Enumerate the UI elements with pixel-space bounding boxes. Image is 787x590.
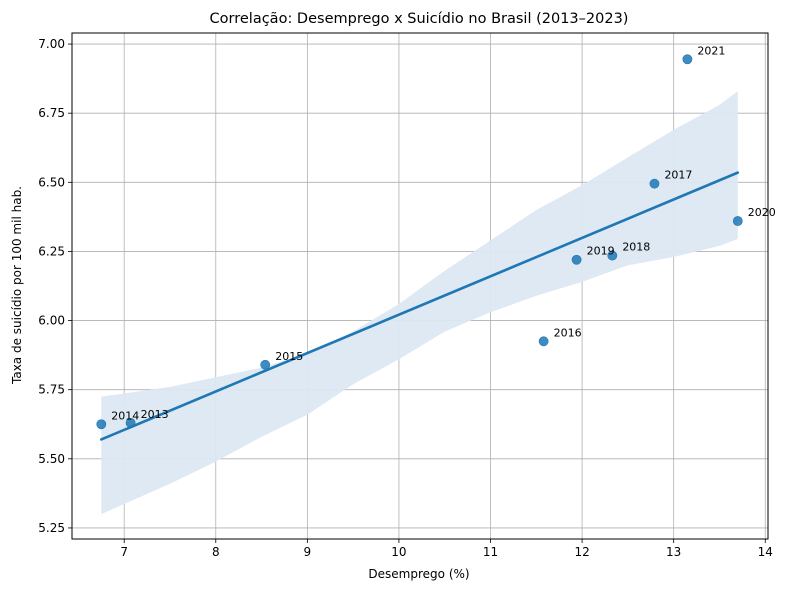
data-point-2018 [607, 250, 618, 261]
data-point-2019 [571, 254, 582, 265]
y-tick-label: 6.25 [38, 244, 65, 258]
data-point-2016 [538, 336, 549, 347]
y-tick-label: 6.50 [38, 175, 65, 189]
data-label-2021: 2021 [697, 44, 725, 57]
data-label-2013: 2013 [141, 408, 169, 421]
chart-title: Correlação: Desemprego x Suicídio no Bra… [210, 11, 629, 27]
data-point-2021 [682, 54, 693, 65]
regression-line-group [100, 171, 740, 441]
x-axis-label: Desemprego (%) [368, 567, 469, 581]
y-tick-label: 6.75 [38, 106, 65, 120]
y-tick-label: 6.00 [38, 314, 65, 328]
data-point-2015 [260, 359, 271, 370]
data-label-2018: 2018 [622, 241, 650, 254]
y-tick-label: 5.50 [38, 452, 65, 466]
data-label-2015: 2015 [275, 350, 303, 363]
confidence-band [101, 91, 738, 515]
plot-area-frame [71, 32, 769, 540]
y-tick-label: 5.75 [38, 383, 65, 397]
data-label-2016: 2016 [554, 326, 582, 339]
x-tick-label: 8 [212, 545, 220, 559]
data-label-2017: 2017 [664, 169, 692, 182]
data-point-2014 [96, 419, 107, 430]
y-axis-label: Taxa de suicídio por 100 mil hab. [10, 186, 24, 385]
data-label-2019: 2019 [587, 245, 615, 258]
y-axis-ticks: 5.25 5.50 5.75 6.00 6.25 6.50 6.75 7.00 [38, 37, 72, 535]
data-point-2013 [125, 417, 136, 428]
data-label-2020: 2020 [748, 206, 776, 219]
confidence-band-group [101, 91, 738, 515]
data-points-group [96, 54, 743, 430]
regression-line [100, 171, 740, 441]
x-tick-label: 12 [574, 545, 589, 559]
y-tick-label: 5.25 [38, 521, 65, 535]
x-tick-label: 13 [666, 545, 681, 559]
x-tick-label: 7 [120, 545, 128, 559]
x-axis-ticks: 7 8 9 10 11 12 13 14 [120, 539, 773, 559]
y-tick-label: 7.00 [38, 37, 65, 51]
data-point-2017 [649, 178, 660, 189]
x-tick-label: 11 [483, 545, 498, 559]
data-point-2020 [732, 216, 743, 226]
x-tick-label: 10 [391, 545, 406, 559]
x-tick-label: 9 [304, 545, 312, 559]
data-label-2014: 2014 [111, 409, 139, 422]
x-tick-label: 14 [758, 545, 773, 559]
